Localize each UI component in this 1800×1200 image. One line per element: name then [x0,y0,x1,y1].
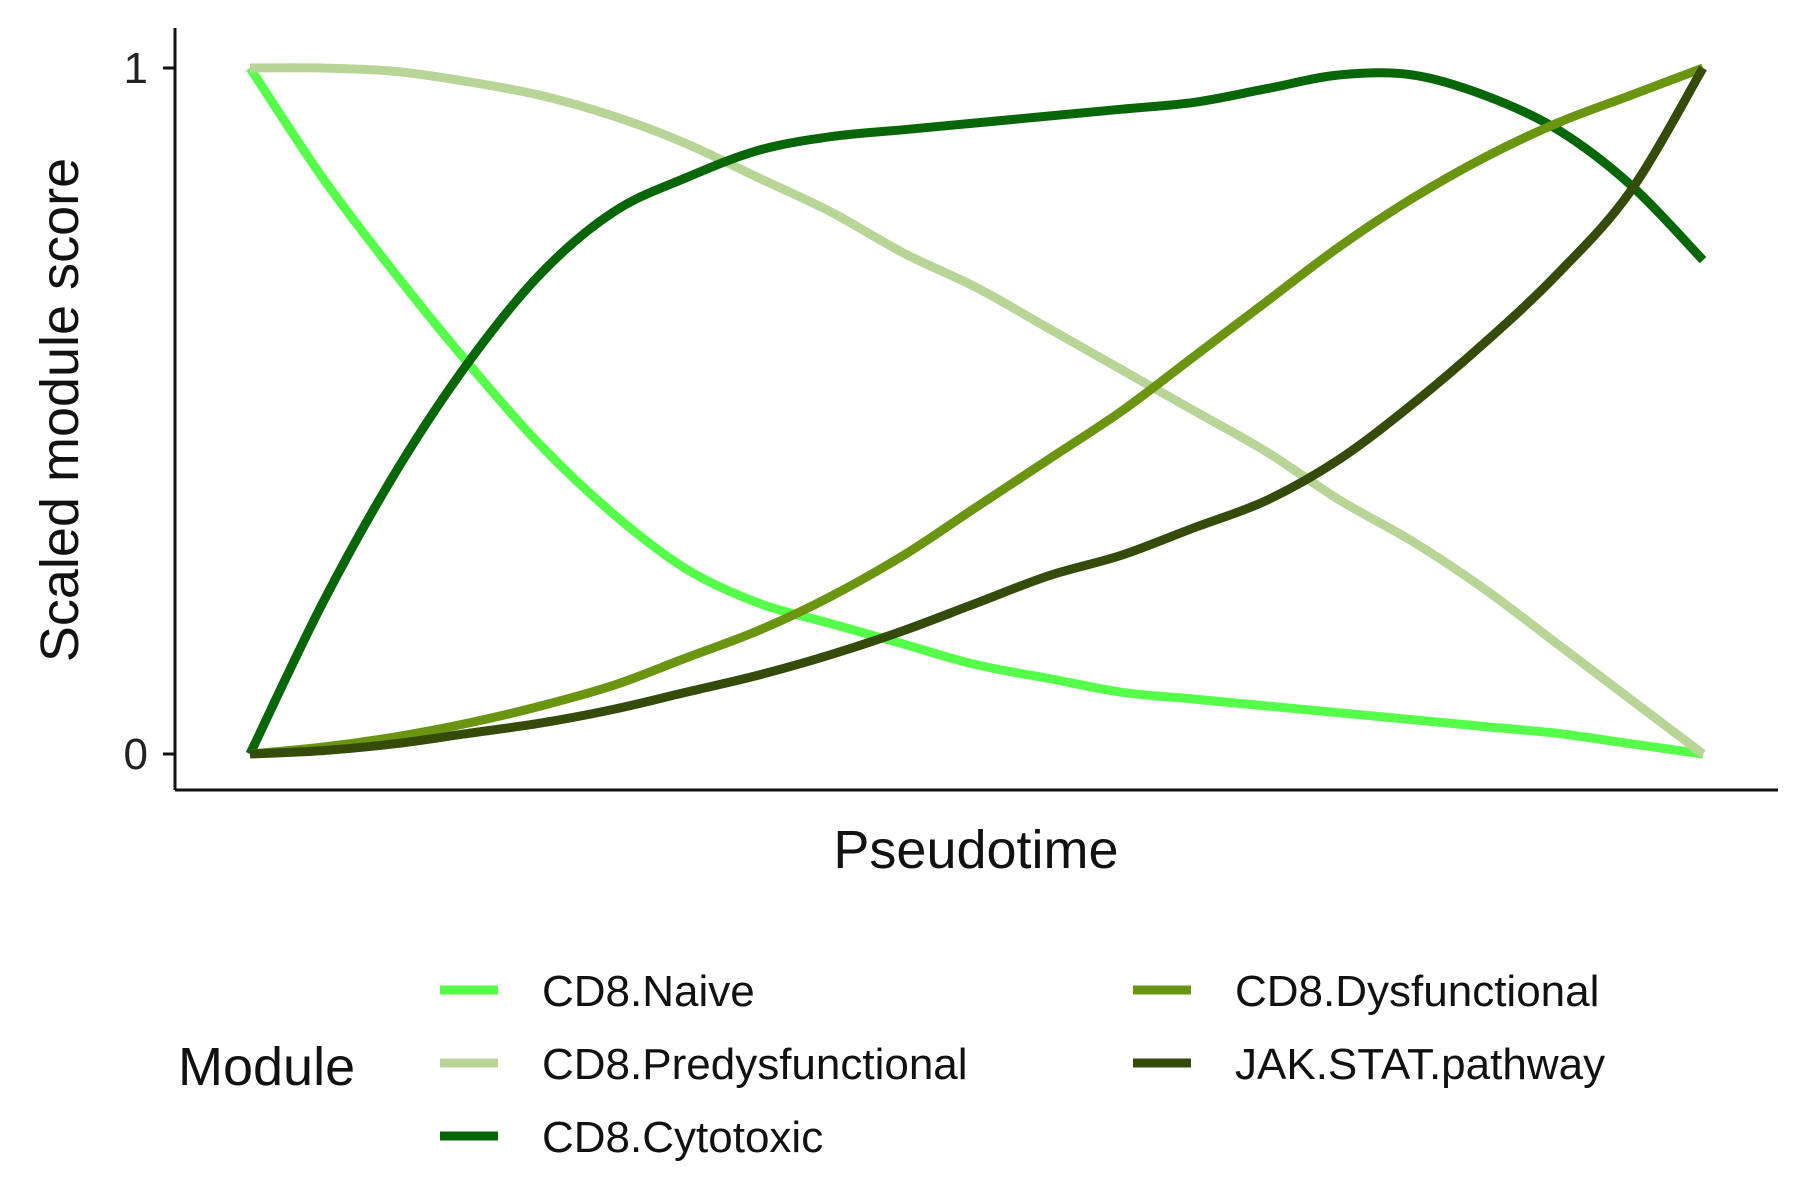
legend-label-cd8-predysfunctional: CD8.Predysfunctional [542,1040,968,1089]
y-ticks: 01 [124,44,175,779]
series-line-jak-stat-pathway [249,65,1707,759]
legend-item-cd8-predysfunctional: CD8.Predysfunctional [440,1040,968,1089]
legend: CD8.Naive CD8.Predysfunctional CD8.Cytotox… [440,967,1605,1162]
legend-label-cd8-cytotoxic: CD8.Cytotoxic [542,1113,823,1162]
legend-item-jak-stat-pathway: JAK.STAT.pathway [1133,1040,1605,1089]
legend-label-cd8-dysfunctional: CD8.Dysfunctional [1235,967,1599,1016]
y-axis-title: Scaled module score [30,158,90,662]
legend-item-cd8-naive: CD8.Naive [440,967,755,1016]
legend-label-cd8-naive: CD8.Naive [542,967,755,1016]
legend-item-cd8-cytotoxic: CD8.Cytotoxic [440,1113,823,1162]
series-line-cd8-naive [246,65,1704,759]
y-tick-label: 1 [124,44,148,93]
series-line-cd8-dysfunctional [249,63,1705,759]
y-tick-label: 0 [124,730,148,779]
axes [173,28,1778,792]
legend-item-cd8-dysfunctional: CD8.Dysfunctional [1133,967,1599,1016]
plot-lines [245,63,1707,759]
series-line-cd8-predysfunctional [249,63,1706,758]
legend-title: Module [178,1037,355,1097]
series-line-cd8-cytotoxic [245,68,1707,756]
x-axis-title: Pseudotime [833,820,1118,880]
legend-label-jak-stat-pathway: JAK.STAT.pathway [1235,1040,1605,1089]
